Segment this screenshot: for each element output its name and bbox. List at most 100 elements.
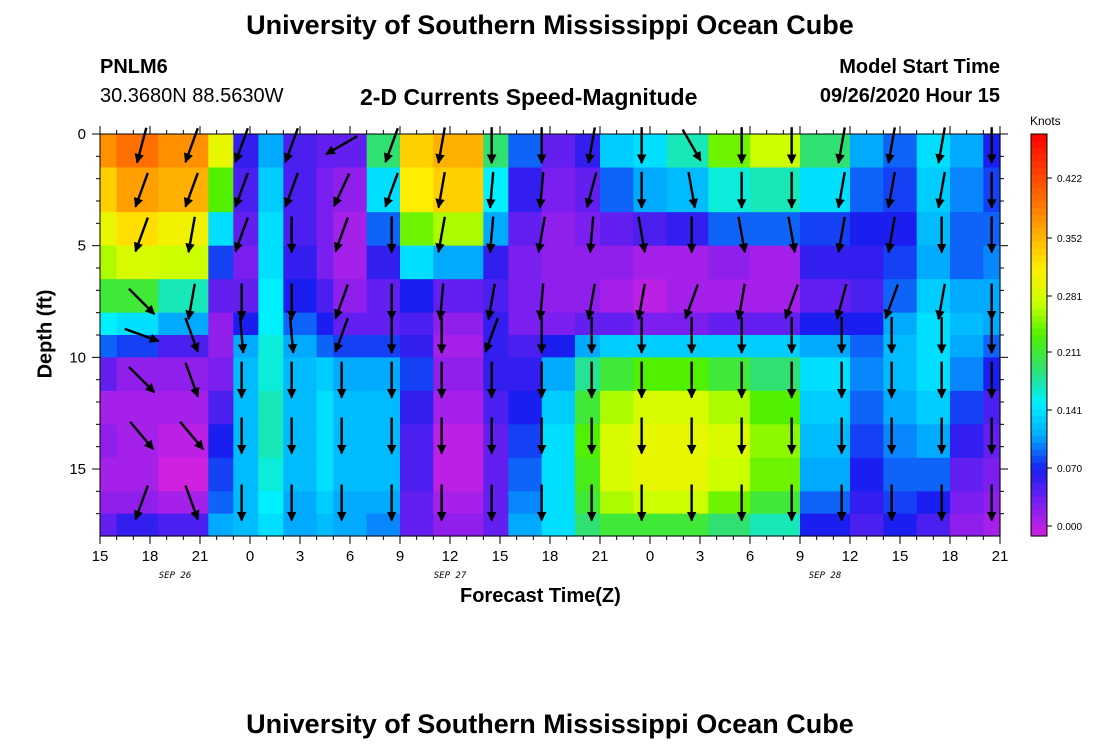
heatmap-cell <box>633 279 668 314</box>
heatmap-cell <box>600 279 634 314</box>
heatmap-cell <box>600 134 634 169</box>
colorbar-segment <box>1031 241 1047 249</box>
current-vector-arrow <box>436 283 446 321</box>
current-vector-arrow <box>283 172 299 208</box>
heatmap-cell <box>158 357 209 392</box>
heatmap-cell <box>483 167 509 213</box>
heatmap-cell <box>366 491 401 515</box>
colorbar-segment <box>1031 462 1047 470</box>
heatmap-cell <box>158 491 209 515</box>
heatmap-cell <box>850 513 884 537</box>
heatmap-cell <box>633 357 668 392</box>
heatmap-cell <box>333 457 368 492</box>
colorbar-segment <box>1031 509 1047 517</box>
heatmap-cell <box>508 335 543 358</box>
chart-subtitle: 2-D Currents Speed-Magnitude <box>360 84 698 110</box>
y-tick-label: 5 <box>78 238 86 255</box>
colorbar-segment <box>1031 227 1047 236</box>
colorbar-segment <box>1031 348 1047 356</box>
colorbar-segment <box>1031 301 1047 309</box>
colorbar-segment <box>1031 502 1047 510</box>
colorbar-segment <box>1031 495 1047 504</box>
heatmap-cell <box>116 212 159 247</box>
heatmap-cell <box>800 357 851 392</box>
colorbar-segment <box>1031 375 1047 383</box>
current-vector-arrow <box>179 420 205 451</box>
heatmap-cell <box>541 513 576 537</box>
heatmap-cell <box>541 312 576 336</box>
colorbar-segment <box>1031 268 1047 276</box>
heatmap-cell <box>400 491 434 515</box>
heatmap-cell <box>633 134 668 169</box>
colorbar-segment <box>1031 335 1047 343</box>
heatmap-cell <box>258 491 284 515</box>
heatmap-cell <box>258 245 284 280</box>
colorbar-tick-label: 0.211 <box>1057 348 1082 359</box>
heatmap-cell <box>950 279 984 314</box>
heatmap-cell <box>800 167 851 213</box>
x-tick-label: 3 <box>696 548 704 565</box>
colorbar-segment <box>1031 321 1047 329</box>
x-tick-label: 6 <box>746 548 754 565</box>
y-tick-label: 0 <box>78 126 86 143</box>
heatmap-cell <box>883 335 918 358</box>
heatmap-cell <box>400 245 434 280</box>
colorbar-tick-label: 0.281 <box>1057 292 1082 303</box>
x-axis-label: Forecast Time(Z) <box>460 585 621 607</box>
current-vector-arrow <box>435 216 446 254</box>
x-tick-label: 9 <box>796 548 804 565</box>
heatmap-cell <box>208 134 234 169</box>
heatmap-cell <box>158 312 209 336</box>
current-vector-arrow <box>883 284 899 320</box>
heatmap-cell <box>633 390 668 425</box>
heatmap-cell <box>666 312 709 336</box>
heatmap-cell <box>850 457 884 492</box>
x-tick-label: 6 <box>346 548 354 565</box>
heatmap-cell <box>916 357 951 392</box>
heatmap-cell <box>633 491 668 515</box>
heatmap-cell <box>633 457 668 492</box>
heatmap-cell <box>400 390 434 425</box>
heatmap-cell <box>600 513 634 537</box>
heatmap-cell <box>100 212 118 247</box>
heatmap-cell <box>100 424 118 459</box>
heatmap-cell <box>666 335 709 358</box>
heatmap-cell <box>575 390 601 425</box>
heatmap-cell <box>158 245 209 280</box>
colorbar-segment <box>1031 368 1047 376</box>
current-vector-arrow <box>584 172 598 209</box>
current-vector-arrow <box>333 284 349 320</box>
heatmap-cell <box>483 424 509 459</box>
colorbar-segment <box>1031 167 1047 175</box>
heatmap-cell <box>708 134 751 169</box>
colorbar-segment <box>1031 515 1047 524</box>
current-vector-arrow <box>834 283 848 320</box>
heatmap-cell <box>208 513 234 537</box>
colorbar-segment <box>1031 194 1047 202</box>
heatmap-cell <box>316 457 334 492</box>
heatmap-cell <box>800 424 851 459</box>
colorbar-segment <box>1031 475 1047 483</box>
heatmap-cell <box>400 167 434 213</box>
x-tick-label: 3 <box>296 548 304 565</box>
heatmap-cell <box>633 335 668 358</box>
current-vector-arrow <box>585 127 596 164</box>
heatmap-cell <box>575 424 601 459</box>
current-vector-arrow <box>233 217 249 253</box>
heatmap-cell <box>366 335 401 358</box>
heatmap-cell <box>258 390 284 425</box>
current-vector-arrow <box>233 172 249 208</box>
heatmap-cell <box>666 245 709 280</box>
heatmap-cell <box>283 335 318 358</box>
heatmap-cell <box>366 167 401 213</box>
colorbar-segment <box>1031 408 1047 416</box>
heatmap-cell <box>366 279 401 314</box>
heatmap-cell <box>666 357 709 392</box>
colorbar-segment <box>1031 201 1047 209</box>
model-start-label: Model Start Time <box>839 56 1000 78</box>
heatmap-cell <box>283 390 318 425</box>
colorbar-segment <box>1031 415 1047 423</box>
heatmap-cell <box>666 212 709 247</box>
heatmap-cell <box>666 491 709 515</box>
colorbar-segment <box>1031 529 1047 537</box>
